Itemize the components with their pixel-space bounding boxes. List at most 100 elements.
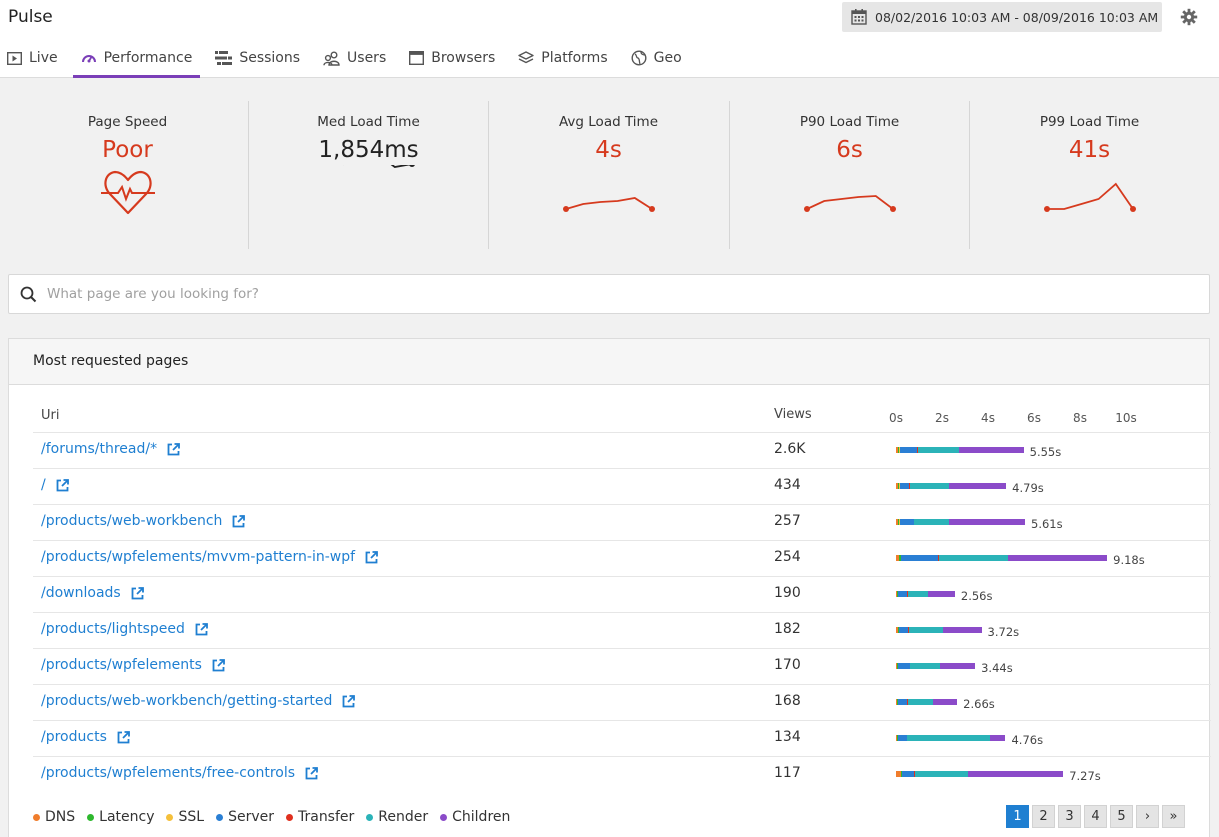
- page-uri-link[interactable]: /products/wpfelements/free-controls: [41, 765, 318, 781]
- page-uri-text: /products/wpfelements/free-controls: [41, 765, 296, 781]
- external-link-icon[interactable]: [232, 514, 246, 528]
- legend-dot: [285, 813, 293, 821]
- timing-bar: [896, 591, 955, 597]
- tab-geo-label: Geo: [653, 50, 682, 66]
- page-uri-link[interactable]: /products/web-workbench: [41, 513, 246, 529]
- page-uri-link[interactable]: /downloads: [41, 585, 144, 601]
- heart-pulse-icon: [100, 170, 155, 215]
- page-uri-link[interactable]: /products/lightspeed: [41, 621, 208, 637]
- avg-load-time-sparkline: [563, 197, 655, 212]
- last-page-button[interactable]: »: [1162, 805, 1185, 828]
- external-link-icon[interactable]: [195, 622, 208, 636]
- metric-label: Med Load Time: [317, 114, 420, 130]
- legend-label: Transfer: [297, 809, 355, 825]
- page-uri-link[interactable]: /: [41, 477, 69, 493]
- legend-item: Transfer: [285, 809, 355, 825]
- external-link-icon[interactable]: [56, 478, 69, 492]
- table-row: /products/wpfelements 170 3.44s: [33, 648, 1211, 684]
- timing-segment-children: [948, 519, 1025, 525]
- page-button-3[interactable]: 3: [1058, 805, 1081, 828]
- timing-segment-latency: [899, 555, 901, 561]
- external-link-icon[interactable]: [117, 730, 130, 744]
- tab-users[interactable]: Users: [315, 40, 394, 76]
- timing-segment-server: [899, 447, 918, 453]
- tab-sessions[interactable]: Sessions: [207, 40, 308, 76]
- timing-bar: [896, 447, 1024, 453]
- total-duration: 3.72s: [987, 625, 1020, 639]
- page-uri-link[interactable]: /products/wpfelements/mvvm-pattern-in-wp…: [41, 549, 378, 565]
- legend-item: DNS: [33, 809, 75, 825]
- timing-segment-children: [1007, 555, 1108, 561]
- table-row: /products/web-workbench/getting-started 1…: [33, 684, 1211, 720]
- search-input[interactable]: [47, 286, 1047, 302]
- tab-performance[interactable]: Performance: [72, 40, 201, 78]
- page-uri-link[interactable]: /products: [41, 729, 130, 745]
- metric-divider: [969, 101, 970, 249]
- p99-load-time-sparkline: [1044, 182, 1136, 212]
- metric-p99-load-time: P99 Load Time 41s: [969, 100, 1210, 250]
- metric-value: 1,854ms: [318, 137, 419, 163]
- timing-segment-children: [928, 591, 955, 597]
- tab-browsers[interactable]: Browsers: [401, 40, 503, 76]
- page-button-5[interactable]: 5: [1110, 805, 1133, 828]
- timing-segment-children: [939, 663, 976, 669]
- external-link-icon[interactable]: [131, 586, 144, 600]
- timing-segment-server: [898, 699, 908, 705]
- date-range-picker[interactable]: 08/02/2016 10:03 AM - 08/09/2016 10:03 A…: [842, 2, 1162, 32]
- legend-dot: [87, 813, 95, 821]
- timing-segment-render: [914, 771, 968, 777]
- total-duration: 2.66s: [963, 697, 995, 711]
- page-views: 190: [774, 585, 801, 601]
- metric-value: 6s: [836, 137, 863, 163]
- page-views: 257: [774, 513, 801, 529]
- axis-tick-label: 4s: [981, 411, 995, 425]
- timing-segment-transfer: [913, 771, 915, 777]
- tab-live[interactable]: Live: [0, 40, 66, 76]
- main-tabs: Live Performance Sessions Users Browsers…: [0, 40, 697, 78]
- search-icon: [20, 286, 37, 302]
- table-row: /forums/thread/* 2.6K 5.55s: [33, 432, 1211, 468]
- axis-tick-label: 8s: [1073, 411, 1087, 425]
- page-uri-text: /: [41, 477, 46, 493]
- next-page-button[interactable]: ›: [1136, 805, 1159, 828]
- timing-segment-server: [898, 663, 910, 669]
- external-link-icon[interactable]: [342, 694, 356, 708]
- page-uri-link[interactable]: /forums/thread/*: [41, 441, 181, 457]
- legend-label: DNS: [45, 809, 76, 825]
- axis-tick-label: 6s: [1027, 411, 1041, 425]
- browser-window-icon: [409, 51, 425, 65]
- page-uri-link[interactable]: /products/web-workbench/getting-started: [41, 693, 356, 709]
- legend-label: Server: [228, 809, 274, 825]
- timing-segment-children: [932, 699, 958, 705]
- page-button-4[interactable]: 4: [1084, 805, 1107, 828]
- sparkline-path: [325, 145, 413, 168]
- legend-item: Server: [216, 809, 274, 825]
- page-views: 254: [774, 549, 801, 565]
- tab-users-label: Users: [347, 50, 387, 66]
- table-row: /products/lightspeed 182 3.72s: [33, 612, 1211, 648]
- settings-gear-icon[interactable]: [1180, 8, 1198, 30]
- legend-item: Render: [366, 809, 428, 825]
- page-uri-text: /products/lightspeed: [41, 621, 185, 637]
- sparkline-path: [806, 195, 894, 210]
- timing-segment-dns: [896, 555, 900, 561]
- sessions-icon: [215, 51, 233, 65]
- date-range-text: 08/02/2016 10:03 AM - 08/09/2016 10:03 A…: [875, 9, 1159, 25]
- timing-segment-latency: [900, 771, 902, 777]
- sparkline-endpoint: [409, 161, 415, 167]
- external-link-icon[interactable]: [212, 658, 225, 672]
- external-link-icon[interactable]: [305, 766, 318, 780]
- external-link-icon[interactable]: [167, 442, 181, 456]
- tab-geo[interactable]: Geo: [623, 40, 690, 76]
- tab-platforms[interactable]: Platforms: [510, 40, 615, 76]
- timing-segment-render: [908, 627, 944, 633]
- timing-segment-dns: [896, 735, 898, 741]
- metric-label: Avg Load Time: [558, 114, 658, 130]
- page-uri-link[interactable]: /products/wpfelements: [41, 657, 225, 673]
- legend-label: Render: [378, 809, 429, 825]
- page-button-1[interactable]: 1: [1006, 805, 1029, 828]
- timing-segment-latency: [897, 663, 898, 669]
- external-link-icon[interactable]: [365, 550, 378, 564]
- page-button-2[interactable]: 2: [1032, 805, 1055, 828]
- legend-item: Latency: [87, 809, 154, 825]
